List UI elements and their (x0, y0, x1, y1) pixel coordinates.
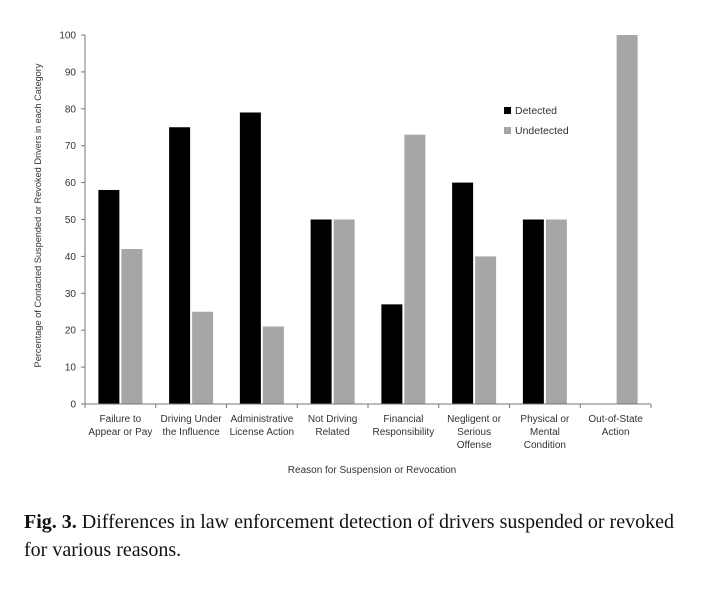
x-category-label-line: Not Driving (308, 414, 357, 425)
x-category-label-line: Negligent or (447, 414, 502, 425)
y-tick-label: 10 (65, 363, 77, 374)
x-category-label: Out-of-State Action (588, 414, 643, 438)
legend-label-detected: Detected (515, 105, 557, 117)
x-category-label: Not Driving Related (308, 414, 357, 438)
bar-undetected (262, 326, 284, 404)
y-tick-label: 20 (65, 326, 77, 337)
legend-label-undetected: Undetected (515, 125, 569, 137)
bar-undetected (192, 311, 214, 404)
x-category-label: Negligent or Serious Offense (447, 414, 502, 451)
y-tick-label: 0 (70, 400, 76, 411)
x-category-label-line: License Action (230, 427, 295, 438)
figure-caption: Fig. 3. Differences in law enforcement d… (24, 508, 692, 564)
x-category-label-line: Failure to (100, 414, 142, 425)
bar-undetected (545, 219, 567, 404)
x-category-label-line: Related (315, 427, 349, 438)
x-category-label-line: Physical or (520, 414, 570, 425)
bar-undetected (404, 134, 426, 404)
x-category-label: Physical or Mental Condition (520, 414, 570, 451)
y-tick-label: 100 (59, 31, 76, 42)
legend-swatch-detected (504, 107, 511, 114)
x-category-label-line: Responsibility (373, 427, 435, 438)
bar-detected (169, 127, 191, 404)
x-category-label-line: Condition (524, 440, 566, 451)
caption-text: Differences in law enforcement detection… (24, 511, 674, 561)
caption-label: Fig. 3. (24, 511, 77, 533)
x-category-label-line: Action (602, 427, 630, 438)
bar-detected (381, 304, 403, 404)
y-tick-label: 90 (65, 67, 77, 78)
x-axis-title: Reason for Suspension or Revocation (288, 465, 456, 476)
x-category-label-line: Driving Under (161, 414, 223, 425)
x-category-label: Failure to Appear or Pay (88, 414, 152, 438)
chart-container: 0 10 20 30 40 50 60 70 80 90 100 Failure to Appear o… (30, 18, 681, 478)
bar-detected (522, 219, 544, 404)
x-category-label-line: Appear or Pay (88, 427, 152, 438)
x-category-label: Financial Responsibility (373, 414, 435, 438)
x-category-label-line: Serious (457, 427, 491, 438)
y-tick-label: 80 (65, 104, 77, 115)
x-category-label-line: the Influence (162, 427, 220, 438)
bar-detected (98, 189, 120, 404)
bar-detected (239, 112, 261, 405)
y-axis-title: Percentage of Contacted Suspended or Rev… (33, 63, 43, 367)
legend-swatch-undetected (504, 127, 511, 134)
bar-chart: 0 10 20 30 40 50 60 70 80 90 100 Failure to Appear o… (33, 31, 652, 476)
x-category-label-line: Administrative (230, 414, 293, 425)
y-tick-label: 30 (65, 289, 77, 300)
y-tick-label: 60 (65, 178, 77, 189)
y-tick-label: 50 (65, 215, 77, 226)
x-category-label-line: Financial (383, 414, 423, 425)
y-tick-label: 40 (65, 252, 77, 263)
bar-undetected (121, 249, 143, 404)
bar-undetected (616, 35, 638, 404)
bar-detected (310, 219, 332, 404)
bar-undetected (333, 219, 355, 404)
bar-detected (452, 182, 474, 404)
x-category-label-line: Out-of-State (588, 414, 643, 425)
x-category-label: Administrative License Action (230, 414, 295, 438)
x-category-label: Driving Under the Influence (161, 414, 223, 438)
y-tick-label: 70 (65, 141, 77, 152)
x-category-label-line: Mental (530, 427, 560, 438)
bar-undetected (475, 256, 497, 404)
x-category-label-line: Offense (457, 440, 492, 451)
